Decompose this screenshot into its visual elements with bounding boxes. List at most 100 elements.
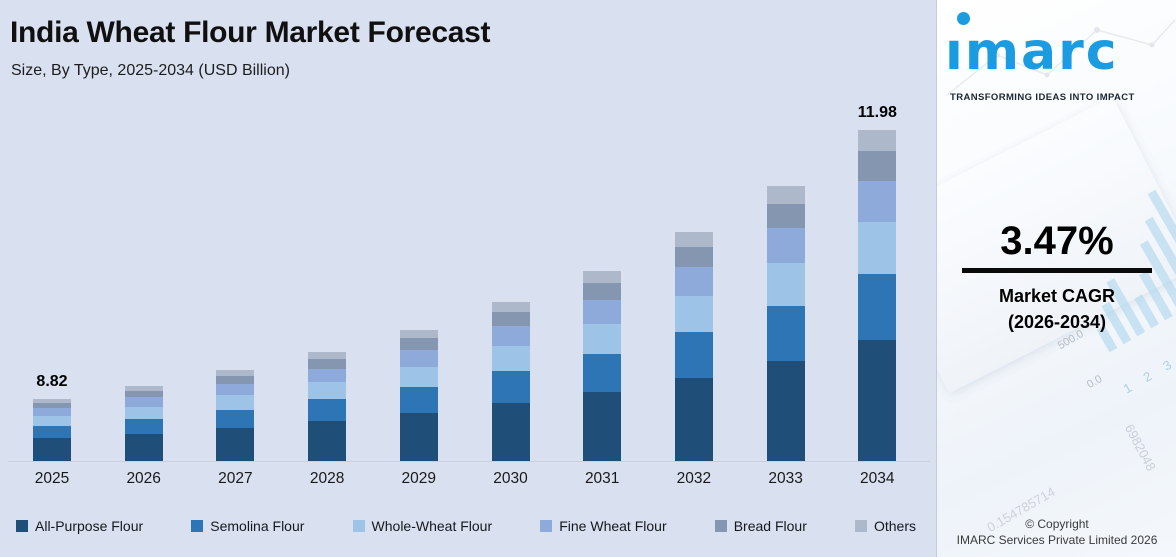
bar-segment-semolina-flour xyxy=(308,399,347,422)
imarc-tagline: TRANSFORMING IDEAS INTO IMPACT xyxy=(950,92,1135,103)
bar-segment-whole-wheat-flour xyxy=(583,324,622,354)
bar-segment-bread-flour xyxy=(858,151,897,181)
bar-segment-others xyxy=(399,330,438,339)
bar-segment-all-purpose-flour xyxy=(399,413,438,461)
x-axis-label-2033: 2033 xyxy=(768,470,803,487)
bar-segment-bread-flour xyxy=(583,283,622,301)
legend-label: Whole-Wheat Flour xyxy=(371,518,493,534)
bar-segment-all-purpose-flour xyxy=(308,421,347,461)
x-axis-label-2034: 2034 xyxy=(860,470,895,487)
page-title: India Wheat Flour Market Forecast xyxy=(10,16,491,49)
bar-segment-whole-wheat-flour xyxy=(308,382,347,400)
bar-segment-whole-wheat-flour xyxy=(33,416,71,426)
watermark-number: 6982048 xyxy=(1121,421,1159,474)
bar-segment-all-purpose-flour xyxy=(33,438,71,461)
bar-segment-bread-flour xyxy=(674,246,713,268)
bar-segment-others xyxy=(33,399,71,403)
legend-label: Fine Wheat Flour xyxy=(559,518,667,534)
bar-segment-fine-wheat-flour xyxy=(308,368,347,383)
bar-segment-whole-wheat-flour xyxy=(216,395,255,410)
bar-segment-whole-wheat-flour xyxy=(674,295,713,332)
x-axis-label-2029: 2029 xyxy=(401,470,437,487)
chart-region: India Wheat Flour Market Forecast Size, … xyxy=(8,16,930,534)
bar-segment-bread-flour xyxy=(308,358,347,369)
watermark-number: 0.0 xyxy=(1085,372,1105,392)
page-subtitle: Size, By Type, 2025-2034 (USD Billion) xyxy=(11,62,290,79)
bar-segment-whole-wheat-flour xyxy=(766,262,805,306)
bar-segment-fine-wheat-flour xyxy=(491,326,530,347)
cagr-period: (2026-2034) xyxy=(1007,312,1107,332)
network-pattern-decor xyxy=(946,19,1176,96)
bar-segment-fine-wheat-flour xyxy=(216,383,255,396)
bar-2029 xyxy=(399,330,438,461)
cagr-block: 3.47% Market CAGR (2026-2034) xyxy=(937,221,1176,333)
bar-segment-whole-wheat-flour xyxy=(491,346,530,372)
bar-segment-semolina-flour xyxy=(216,409,255,428)
bar-segment-others xyxy=(674,232,713,247)
bar-segment-all-purpose-flour xyxy=(583,391,622,461)
x-axis-label-2025: 2025 xyxy=(34,470,70,487)
legend-item-fine-wheat-flour: Fine Wheat Flour xyxy=(540,518,667,534)
x-axis-label-2030: 2030 xyxy=(493,470,528,487)
bar-segment-semolina-flour xyxy=(491,371,530,404)
x-axis-label-2028: 2028 xyxy=(309,470,345,487)
bar-segment-others xyxy=(216,370,255,376)
bar-segment-fine-wheat-flour xyxy=(858,180,897,223)
legend-swatch-icon xyxy=(352,520,365,532)
bar-segment-others xyxy=(124,386,163,391)
imarc-logo-dot-icon xyxy=(957,12,970,25)
bar-segment-fine-wheat-flour xyxy=(674,267,713,296)
bar-2025 xyxy=(33,399,71,461)
bar-2031 xyxy=(583,271,622,461)
legend-item-bread-flour: Bread Flour xyxy=(714,518,807,534)
bar-segment-others xyxy=(583,271,622,284)
bar-segment-fine-wheat-flour xyxy=(124,397,163,407)
bar-2028 xyxy=(308,352,347,461)
copyright-line1: © Copyright xyxy=(1025,517,1089,531)
brand-side-panel: 500.0 0.0 1 2 3 4 6982048 0.154785714 ım… xyxy=(936,0,1176,557)
bar-segment-whole-wheat-flour xyxy=(124,406,163,419)
bar-segment-semolina-flour xyxy=(766,305,805,361)
legend-label: All-Purpose Flour xyxy=(35,518,144,534)
legend-swatch-icon xyxy=(16,520,28,532)
bar-segment-fine-wheat-flour xyxy=(583,300,622,324)
bar-segment-others xyxy=(766,186,805,204)
bar-segment-semolina-flour xyxy=(858,273,897,341)
bar-segment-whole-wheat-flour xyxy=(858,222,897,274)
cagr-value: 3.47% xyxy=(1000,219,1114,263)
bar-total-label-2034: 11.98 xyxy=(857,104,897,121)
x-axis-baseline xyxy=(8,461,930,462)
bar-segment-bread-flour xyxy=(491,312,530,327)
bar-segment-all-purpose-flour xyxy=(766,360,805,461)
legend-item-others: Others xyxy=(854,518,916,534)
cagr-label: Market CAGR xyxy=(998,286,1116,306)
watermark-number: 1 2 3 4 xyxy=(1120,343,1176,397)
legend-swatch-icon xyxy=(714,520,727,532)
copyright-line2: IMARC Services Private Limited 2026 xyxy=(956,533,1158,547)
imarc-logo: ımarc xyxy=(945,22,1119,82)
bar-2032 xyxy=(674,232,713,461)
bar-segment-semolina-flour xyxy=(33,425,71,439)
cagr-underline xyxy=(962,268,1152,273)
bar-segment-all-purpose-flour xyxy=(124,433,163,461)
legend-item-whole-wheat-flour: Whole-Wheat Flour xyxy=(352,518,493,534)
chart-legend: All-Purpose Flour Semolina Flour Whole-Whe… xyxy=(16,518,916,534)
bar-segment-bread-flour xyxy=(216,375,255,384)
bar-segment-fine-wheat-flour xyxy=(399,350,438,367)
legend-swatch-icon xyxy=(191,520,204,532)
bar-segment-all-purpose-flour xyxy=(674,377,713,461)
bar-total-label-2025: 8.82 xyxy=(36,373,68,390)
legend-swatch-icon xyxy=(540,520,553,532)
bar-segment-others xyxy=(308,352,347,359)
bar-segment-others xyxy=(858,130,897,152)
bar-segment-bread-flour xyxy=(124,390,163,398)
bar-segment-semolina-flour xyxy=(399,386,438,414)
legend-label: Others xyxy=(873,518,916,534)
x-axis-label-2026: 2026 xyxy=(126,470,161,487)
legend-label: Semolina Flour xyxy=(210,518,305,534)
legend-item-all-purpose-flour: All-Purpose Flour xyxy=(16,518,143,534)
bar-segment-all-purpose-flour xyxy=(216,427,255,461)
bar-segment-fine-wheat-flour xyxy=(33,408,71,417)
bar-segment-fine-wheat-flour xyxy=(766,228,805,263)
